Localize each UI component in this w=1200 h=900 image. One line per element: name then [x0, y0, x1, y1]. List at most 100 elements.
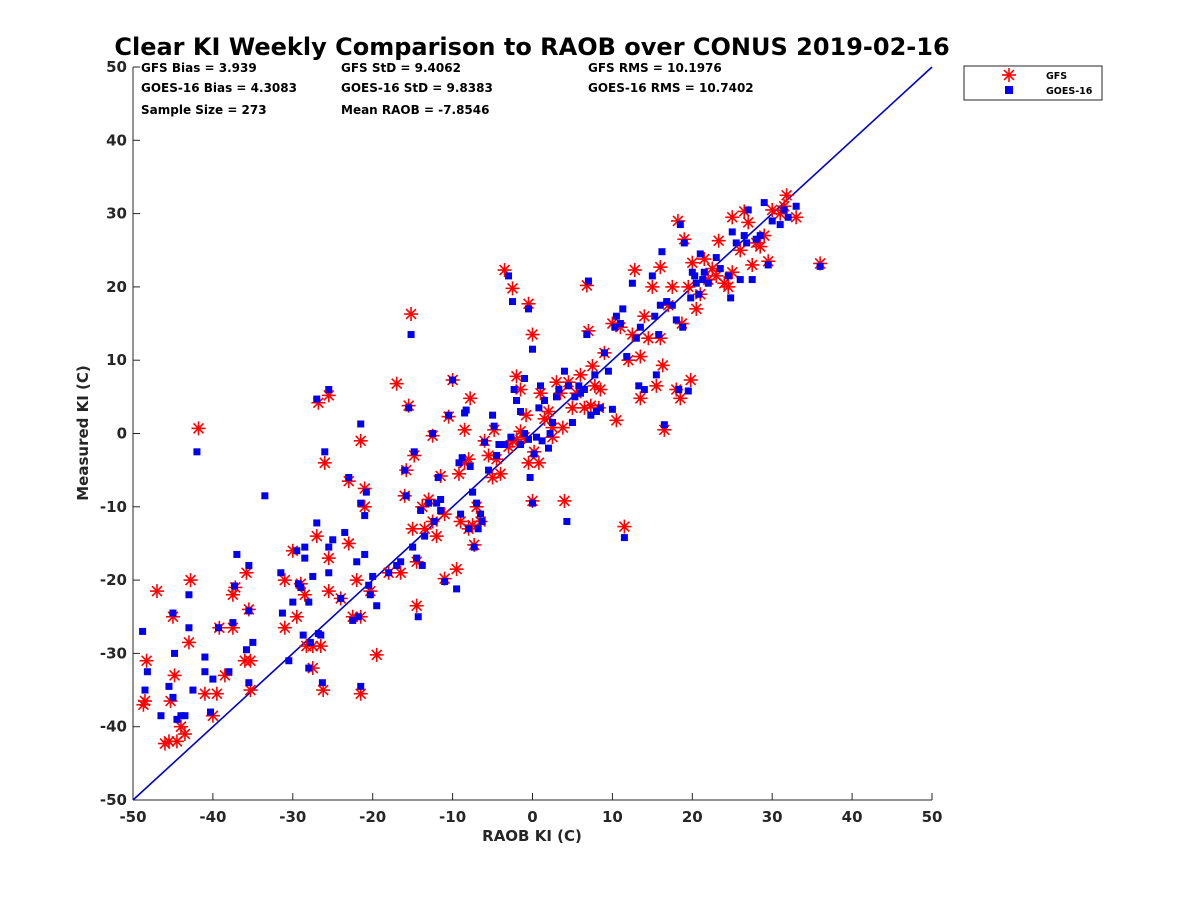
gfs-point [555, 420, 570, 435]
goes16-point [169, 693, 177, 701]
goes16-point [546, 430, 554, 437]
gfs-point [649, 378, 664, 393]
goes16-point [576, 389, 584, 397]
goes16-series [139, 199, 824, 723]
goes16-point [676, 221, 684, 229]
y-tick-label: 50 [106, 58, 127, 76]
goes16-point [490, 422, 498, 430]
x-tick-label: -50 [119, 808, 146, 826]
gfs-point [673, 391, 688, 406]
goes16-point [458, 454, 466, 462]
goes16-point [560, 367, 568, 375]
gfs-point [609, 413, 624, 428]
gfs-point [683, 372, 698, 387]
goes16-point [465, 525, 473, 533]
gfs-point [689, 301, 704, 316]
goes16-point [608, 405, 616, 413]
gfs-point [341, 536, 356, 551]
gfs-point [789, 210, 804, 225]
goes16-point [193, 448, 201, 456]
gfs-point [711, 233, 726, 248]
goes16-point [792, 202, 800, 210]
goes16-point [297, 583, 305, 591]
goes16-point [816, 262, 824, 270]
goes16-point [177, 712, 185, 720]
goes16-point [583, 331, 591, 339]
goes16-point [780, 206, 788, 214]
goes16-point [651, 312, 659, 320]
goes16-point [756, 232, 764, 240]
gfs-point [627, 263, 642, 278]
y-tick-label: -30 [100, 644, 127, 662]
goes16-point [481, 438, 489, 446]
goes16-point [584, 277, 592, 285]
goes16-point [555, 386, 563, 394]
gfs-point [167, 668, 182, 683]
gfs-point [633, 349, 648, 364]
goes16-point [410, 448, 418, 456]
gfs-point [181, 635, 196, 650]
x-tick-label: -40 [199, 808, 226, 826]
goes16-point [143, 668, 151, 676]
gfs-point [653, 260, 668, 275]
y-tick-label: -20 [100, 571, 127, 589]
goes16-point [325, 386, 333, 394]
goes16-point [656, 301, 664, 309]
goes16-point [457, 510, 465, 518]
goes16-point [658, 248, 666, 256]
stat-goes-std: GOES-16 StD = 9.8383 [341, 81, 493, 95]
goes16-point [469, 488, 477, 496]
gfs-point [183, 573, 198, 588]
goes16-point [525, 435, 533, 443]
gfs-point [353, 433, 368, 448]
goes16-point [349, 616, 357, 624]
goes16-point [365, 581, 373, 589]
goes16-point [635, 382, 643, 390]
goes16-point [640, 386, 648, 394]
goes16-point [321, 448, 329, 456]
gfs-point [745, 257, 760, 272]
goes16-point [668, 301, 676, 309]
gfs-point [617, 519, 632, 534]
goes16-point [548, 419, 556, 427]
goes16-point [532, 433, 540, 441]
goes16-point [563, 517, 571, 525]
goes16-point [278, 609, 286, 617]
goes16-point [529, 499, 536, 507]
x-tick-label: 50 [922, 808, 943, 826]
goes16-point [173, 715, 181, 723]
goes16-point [680, 239, 688, 247]
goes16-point [242, 646, 250, 654]
gfs-point [573, 367, 588, 382]
goes16-point [233, 550, 241, 558]
goes16-point [616, 320, 624, 328]
goes16-point [704, 279, 712, 287]
x-tick-label: 0 [527, 808, 537, 826]
goes16-point [623, 353, 631, 361]
goes16-point [189, 686, 197, 694]
goes16-point [181, 712, 189, 720]
goes16-point [470, 543, 478, 551]
goes16-point [141, 686, 149, 694]
goes16-point [366, 591, 374, 599]
gfs-point [393, 565, 408, 580]
goes16-point [687, 294, 695, 302]
goes16-point [692, 279, 700, 287]
y-tick-label: 30 [106, 205, 127, 223]
goes16-point [245, 679, 253, 687]
stat-gfs-bias: GFS Bias = 3.939 [141, 61, 257, 75]
legend-gfs-asterisk [1002, 68, 1016, 82]
goes16-point [165, 682, 173, 690]
goes16-point [362, 488, 370, 496]
gfs-point [655, 358, 670, 373]
goes16-point [525, 305, 533, 313]
goes16-point [513, 397, 521, 405]
gfs-point [449, 562, 464, 577]
gfs-point [557, 493, 572, 508]
goes16-point [672, 316, 680, 324]
goes16-point [329, 536, 337, 544]
gfs-point [429, 529, 444, 544]
gfs-point [463, 391, 478, 406]
gfs-point [565, 400, 580, 415]
goes16-point [564, 382, 572, 390]
